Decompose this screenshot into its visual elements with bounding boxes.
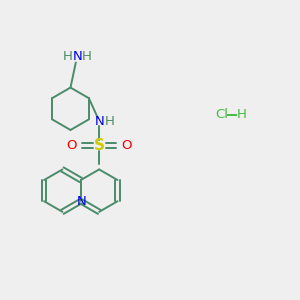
Text: Cl: Cl xyxy=(215,108,228,121)
Text: H: H xyxy=(104,115,114,128)
Text: N: N xyxy=(76,195,86,208)
Text: S: S xyxy=(94,138,105,153)
Text: H: H xyxy=(236,108,246,121)
Text: O: O xyxy=(67,139,77,152)
Text: N: N xyxy=(72,50,82,63)
Text: H: H xyxy=(82,50,92,63)
Text: O: O xyxy=(121,139,132,152)
Text: H: H xyxy=(63,50,73,63)
Text: N: N xyxy=(94,115,104,128)
